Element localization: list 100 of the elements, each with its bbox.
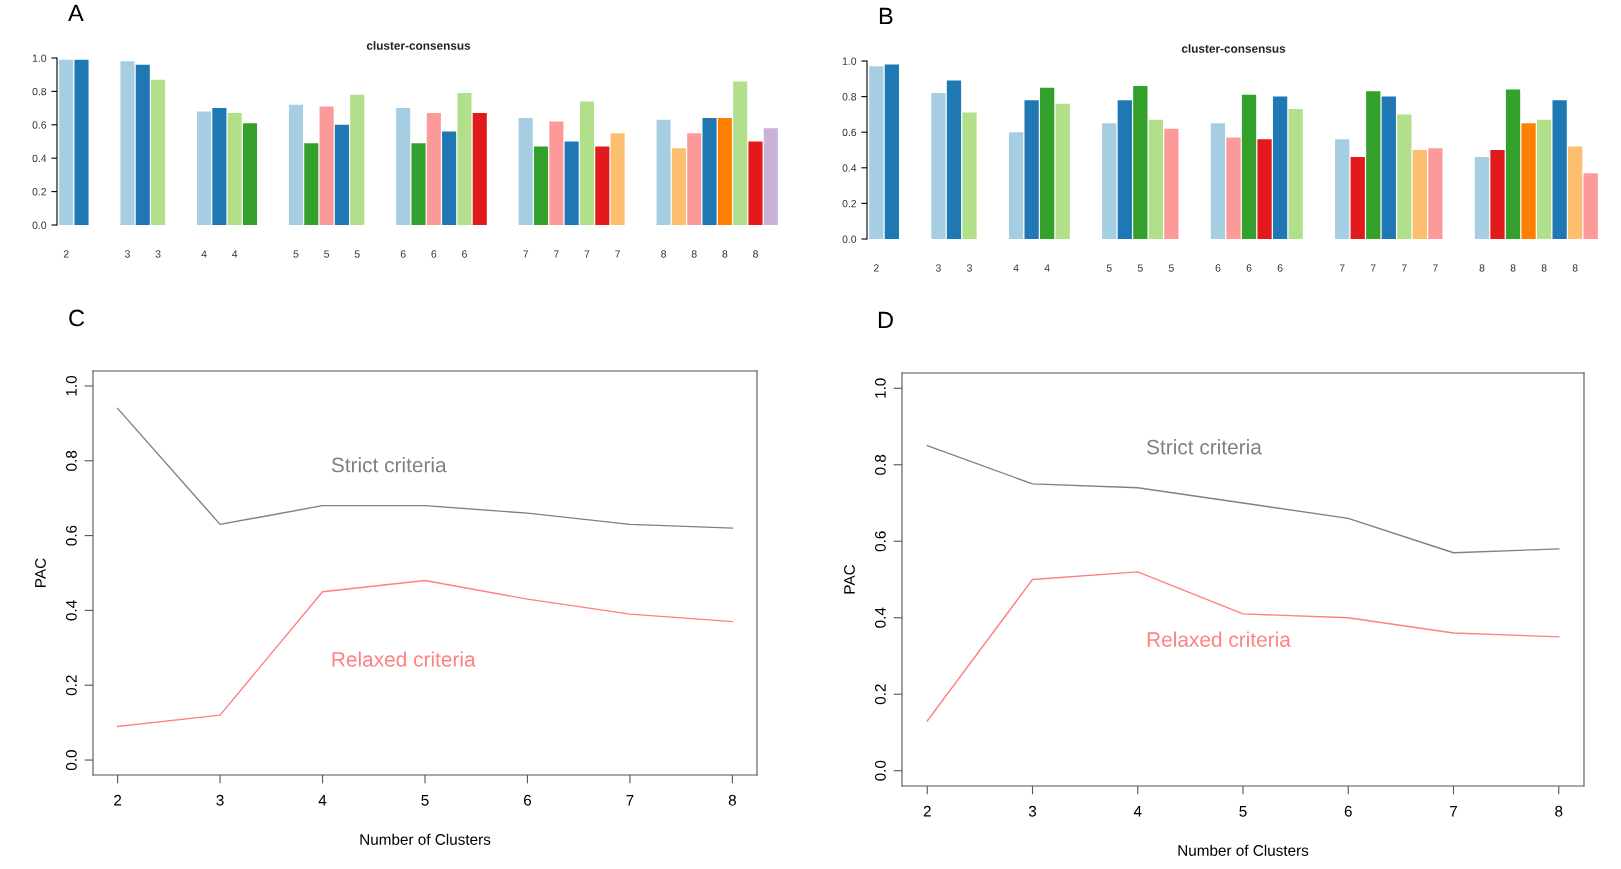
x-tick-label: 2 <box>63 250 69 258</box>
x-tick-label: 8 <box>661 250 667 258</box>
y-tick-label: 0.6 <box>32 121 47 129</box>
x-tick-label: 6 <box>431 250 437 258</box>
bar <box>671 148 686 225</box>
x-tick-label: 7 <box>626 795 634 806</box>
y-tick-label: 0.4 <box>874 607 886 628</box>
bar <box>1024 100 1039 239</box>
bar <box>1350 157 1365 239</box>
x-tick-label: 3 <box>1028 805 1037 817</box>
y-tick-label: 0.0 <box>874 760 886 781</box>
bar <box>1366 91 1381 239</box>
bar <box>212 108 227 225</box>
bar <box>884 64 899 239</box>
y-tick-label: 0.8 <box>874 454 886 475</box>
x-tick-label: 3 <box>124 250 130 258</box>
x-tick-label: 6 <box>462 250 467 258</box>
bar <box>151 79 166 225</box>
bar <box>1552 100 1567 239</box>
x-tick-label: 5 <box>324 250 330 258</box>
text: C <box>69 309 85 327</box>
y-axis-title: PAC <box>844 564 855 594</box>
bar <box>1381 96 1396 239</box>
x-tick-label: 8 <box>728 794 736 806</box>
bar <box>1536 119 1552 239</box>
y-axis-title: PAC <box>35 558 46 587</box>
x-tick-label: 2 <box>873 264 879 272</box>
bar <box>1335 139 1350 239</box>
bar <box>288 104 303 225</box>
bar <box>579 101 595 225</box>
bar <box>717 118 732 225</box>
line-series <box>116 407 734 529</box>
bar <box>1272 96 1288 239</box>
y-tick-label: 0.4 <box>842 164 857 172</box>
y-tick-label: 0.8 <box>32 87 47 96</box>
bar <box>74 59 89 225</box>
bar <box>1164 128 1179 239</box>
y-tick-label: 0.8 <box>65 450 77 471</box>
bar <box>1474 157 1490 239</box>
bar <box>869 66 884 239</box>
x-tick-label: 4 <box>1013 264 1019 272</box>
bar <box>1117 100 1132 239</box>
line-series <box>926 571 1560 722</box>
x-tick-label: 6 <box>1344 805 1352 817</box>
bar <box>120 61 135 225</box>
x-tick-label: 6 <box>1215 264 1221 272</box>
x-tick-label: 8 <box>1479 264 1485 272</box>
bar <box>687 133 702 225</box>
bar <box>1412 150 1427 239</box>
x-tick-label: 4 <box>1044 264 1050 272</box>
x-tick-label: 8 <box>1572 264 1578 272</box>
chart-title: cluster-consensus <box>366 41 471 50</box>
text: D <box>878 311 893 329</box>
x-tick-label: 7 <box>615 250 621 258</box>
chart-title: cluster-consensus <box>1181 44 1286 53</box>
bar <box>702 118 717 225</box>
y-tick-label: 0.6 <box>842 128 857 137</box>
bar <box>534 146 549 225</box>
bar <box>135 64 150 225</box>
bar <box>472 113 487 225</box>
bar <box>564 141 579 225</box>
bar <box>1257 139 1272 239</box>
y-tick-label: 1.0 <box>32 54 47 62</box>
bar <box>426 113 441 225</box>
x-tick-label: 5 <box>1239 806 1247 817</box>
x-tick-label: 6 <box>524 794 532 806</box>
series-label: Strict criteria <box>331 457 447 473</box>
bar <box>1568 146 1583 239</box>
bar <box>350 94 365 225</box>
x-tick-label: 5 <box>293 250 299 258</box>
bar <box>518 118 533 225</box>
y-tick-label: 0.4 <box>65 600 77 621</box>
x-tick-label: 4 <box>1133 806 1142 817</box>
bar <box>1102 123 1117 239</box>
bar <box>1288 109 1303 239</box>
bar <box>1040 87 1055 239</box>
bar <box>1521 123 1536 239</box>
x-tick-label: 3 <box>935 264 941 272</box>
bar <box>242 123 258 225</box>
x-tick-label: 7 <box>523 250 529 258</box>
bar <box>442 131 457 225</box>
x-tick-label: 4 <box>318 795 327 806</box>
y-tick-label: 0.6 <box>65 525 77 546</box>
y-tick-label: 0.6 <box>874 531 886 552</box>
x-tick-label: 6 <box>1246 264 1252 272</box>
text: A <box>68 4 84 22</box>
x-tick-label: 5 <box>421 795 429 806</box>
x-tick-label: 5 <box>1137 264 1143 272</box>
y-tick-label: 0.2 <box>874 684 886 705</box>
x-tick-label: 3 <box>216 794 224 806</box>
bar <box>656 119 671 225</box>
x-tick-label: 5 <box>1168 264 1174 272</box>
x-tick-label: 5 <box>1106 264 1112 272</box>
bar <box>962 112 977 239</box>
bar <box>549 121 564 225</box>
bar <box>1055 103 1070 239</box>
bar <box>931 93 946 239</box>
bar <box>411 143 426 225</box>
x-axis-title: Number of Clusters <box>360 833 491 845</box>
x-tick-label: 3 <box>155 250 161 258</box>
